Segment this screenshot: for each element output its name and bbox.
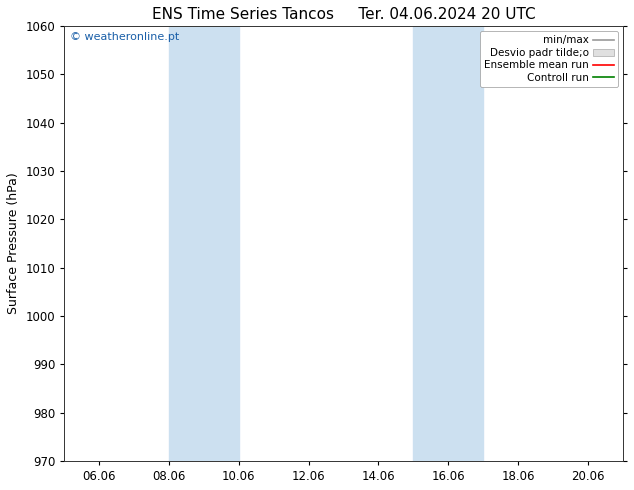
Legend: min/max, Desvio padr tilde;o, Ensemble mean run, Controll run: min/max, Desvio padr tilde;o, Ensemble m… bbox=[479, 31, 618, 87]
Text: © weatheronline.pt: © weatheronline.pt bbox=[70, 32, 179, 43]
Title: ENS Time Series Tancos     Ter. 04.06.2024 20 UTC: ENS Time Series Tancos Ter. 04.06.2024 2… bbox=[152, 7, 535, 22]
Y-axis label: Surface Pressure (hPa): Surface Pressure (hPa) bbox=[7, 172, 20, 314]
Bar bbox=[169, 26, 239, 461]
Bar bbox=[413, 26, 483, 461]
